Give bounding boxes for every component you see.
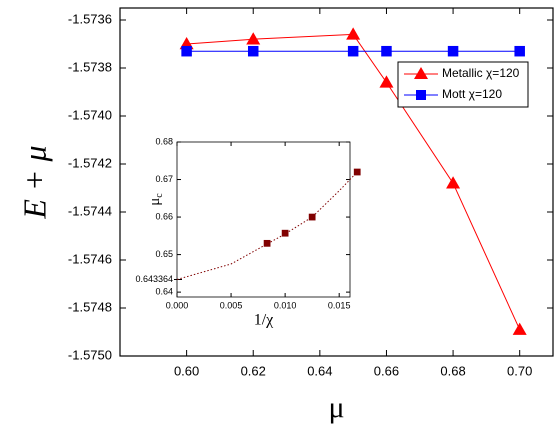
marker	[514, 45, 525, 57]
x-tick-label: 0.010	[274, 300, 297, 310]
x-tick-label: 0.70	[507, 363, 532, 378]
x-tick-label: 0.000	[166, 300, 189, 310]
x-tick-label: 0.64	[307, 363, 332, 378]
y-axis-title: E + μ	[16, 145, 52, 219]
marker	[281, 229, 289, 237]
marker	[247, 45, 259, 57]
y-tick-label: -1.5736	[68, 11, 112, 26]
marker	[346, 27, 361, 40]
legend-label: Mott χ=120	[442, 87, 502, 101]
x-tick-label: 0.005	[220, 300, 243, 310]
marker	[381, 45, 392, 57]
legend-label: Metallic χ=120	[442, 66, 520, 80]
series-line	[176, 171, 358, 280]
x-tick-label: 0.60	[174, 363, 199, 378]
marker	[181, 45, 192, 57]
annotation: 0.643364	[135, 274, 173, 284]
marker	[246, 32, 261, 45]
marker	[446, 176, 461, 189]
x-tick-label: 0.62	[241, 363, 266, 378]
y-tick-label: -1.5738	[68, 59, 112, 74]
y-tick-label: -1.5742	[68, 155, 112, 170]
y-tick-label: 0.64	[155, 286, 173, 296]
y-axis-title-sub: c	[154, 193, 165, 198]
legend: Metallic χ=120 Mott χ=120	[397, 61, 529, 108]
marker	[512, 322, 527, 335]
y-tick-label: -1.5750	[68, 347, 112, 362]
plot-frame	[176, 141, 351, 298]
y-tick-label: -1.5740	[68, 107, 112, 122]
x-tick-label: 0.68	[440, 363, 465, 378]
plot: 0.000 0.005 0.010 0.015 0.64 0.65 0.66 0.67 0.68…	[135, 136, 361, 329]
marker	[379, 75, 394, 88]
y-axis-title-main: μ	[147, 198, 163, 206]
marker	[347, 45, 359, 57]
y-tick-label: -1.5746	[68, 251, 112, 266]
marker	[308, 213, 316, 221]
x-tick-label: 0.015	[328, 300, 351, 310]
marker	[263, 239, 271, 247]
legend-marker	[414, 67, 428, 79]
series-line	[186, 33, 521, 330]
y-tick-label: 0.68	[155, 136, 173, 146]
legend-marker	[416, 90, 426, 100]
x-tick-label: 0.66	[374, 363, 399, 378]
y-tick-label: 0.65	[155, 249, 173, 259]
y-tick-label: 0.67	[155, 174, 173, 184]
y-tick-label: -1.5748	[68, 299, 112, 314]
marker	[447, 45, 459, 57]
y-tick-label: 0.66	[155, 211, 173, 221]
y-axis-title: μc	[147, 193, 165, 206]
x-axis-title: 1/χ	[254, 312, 274, 329]
y-tick-label: -1.5744	[68, 203, 112, 218]
x-axis-title: μ	[328, 391, 344, 424]
